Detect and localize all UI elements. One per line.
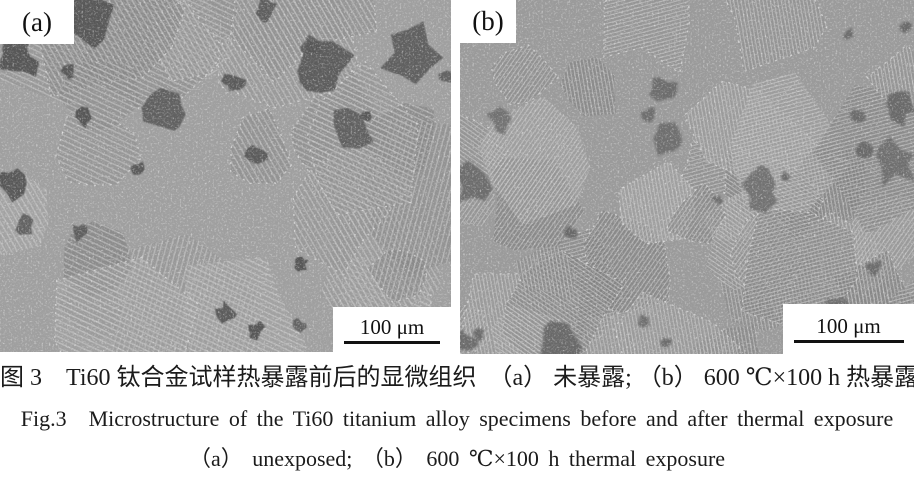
panel-a-label: (a) <box>22 6 52 37</box>
scale-bar-b-line <box>793 340 904 343</box>
scale-bar-a-label: 100 μm <box>359 314 425 339</box>
scale-bar-b-label: 100 μm <box>816 314 881 338</box>
panel-b-label: (b) <box>472 6 504 36</box>
panel-b-label-box: (b) <box>460 0 516 43</box>
scale-bar-a-line <box>344 340 440 344</box>
caption-english-line1: Fig.3 Microstructure of the Ti60 titaniu… <box>20 406 894 431</box>
caption-english-line2: （a） unexposed; （b） 600 ℃×100 h thermal e… <box>188 446 726 471</box>
scale-bar-a: 100 μm <box>333 307 451 352</box>
figure-caption: 图 3 Ti60 钛合金试样热暴露前后的显微组织 （a） 未暴露; （b） 60… <box>0 356 914 478</box>
panel-a-label-box: (a) <box>0 0 74 44</box>
micrograph-panel-a: (a) 100 μm <box>0 0 451 352</box>
micrograph-panel-b: (b) 100 μm <box>460 0 914 354</box>
micrograph-b-image <box>460 0 914 354</box>
scale-bar-b: 100 μm <box>783 304 914 354</box>
micrograph-a-image <box>0 0 451 352</box>
caption-chinese: 图 3 Ti60 钛合金试样热暴露前后的显微组织 （a） 未暴露; （b） 60… <box>0 365 914 391</box>
